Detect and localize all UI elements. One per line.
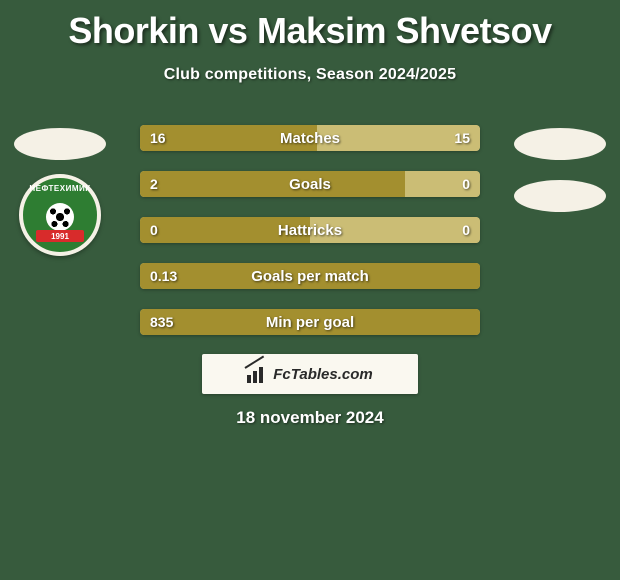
page-title: Shorkin vs Maksim Shvetsov [0, 0, 620, 52]
stat-bar-row: 0.13Goals per match [140, 263, 480, 289]
attribution-card[interactable]: FcTables.com [202, 354, 418, 394]
page-subtitle: Club competitions, Season 2024/2025 [0, 66, 620, 84]
bar-chart-icon [247, 365, 265, 383]
attribution-text: FcTables.com [273, 366, 372, 383]
badge-arc-text: НЕФТЕХИМИК [29, 184, 90, 193]
badge-year: 1991 [51, 232, 69, 241]
stat-bar-left-segment [140, 309, 480, 335]
stat-bar-row: 20Goals [140, 171, 480, 197]
club-oval-icon [514, 128, 606, 160]
comparison-bars: 1615Matches20Goals00Hattricks0.13Goals p… [140, 125, 480, 355]
stat-bar-row: 00Hattricks [140, 217, 480, 243]
stat-value-left: 835 [150, 309, 173, 335]
right-club-1-slot [510, 118, 610, 170]
stat-bar-left-segment [140, 263, 480, 289]
stat-value-right: 15 [454, 125, 470, 151]
club-oval-icon [14, 128, 106, 160]
stat-value-right: 0 [462, 171, 470, 197]
left-club-2-slot: НЕФТЕХИМИК 1991 [10, 170, 110, 260]
stat-bar-row: 835Min per goal [140, 309, 480, 335]
right-club-2-slot [510, 170, 610, 222]
stat-bar-row: 1615Matches [140, 125, 480, 151]
club-oval-icon [514, 180, 606, 212]
soccer-ball-icon [46, 203, 74, 231]
left-club-1-slot [10, 118, 110, 170]
left-player-badges: НЕФТЕХИМИК 1991 [10, 118, 110, 260]
stat-bar-left-segment [140, 171, 405, 197]
right-player-badges [510, 118, 610, 222]
stat-bar-right-segment [310, 217, 480, 243]
stat-value-right: 0 [462, 217, 470, 243]
club-full-badge: НЕФТЕХИМИК 1991 [19, 174, 101, 256]
stat-value-left: 16 [150, 125, 166, 151]
stat-value-left: 0 [150, 217, 158, 243]
badge-year-ribbon: 1991 [36, 230, 84, 242]
stat-value-left: 2 [150, 171, 158, 197]
snapshot-date: 18 november 2024 [0, 408, 620, 428]
stat-value-left: 0.13 [150, 263, 177, 289]
stat-bar-left-segment [140, 125, 317, 151]
stat-bar-left-segment [140, 217, 310, 243]
